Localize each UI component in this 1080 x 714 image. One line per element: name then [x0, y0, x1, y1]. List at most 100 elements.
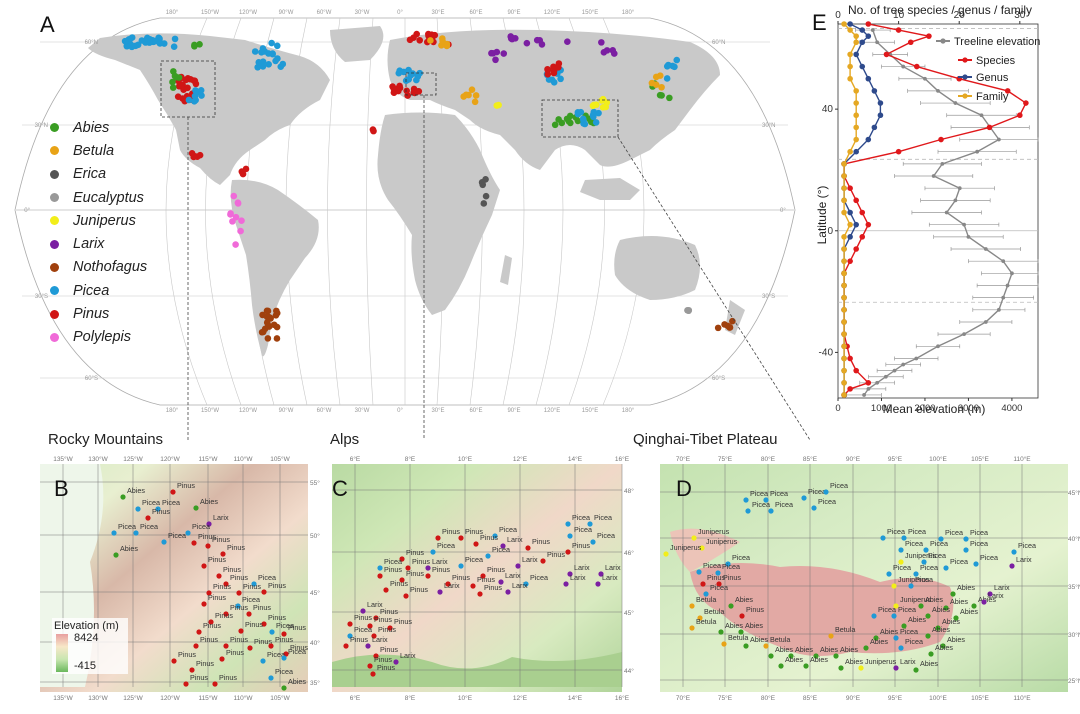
rocky-site-dot — [155, 506, 161, 512]
lon-label-bottom: 150°E — [582, 408, 598, 414]
rocky-site-label: Picea — [267, 650, 285, 659]
alps-site-label: Pinus — [477, 575, 495, 584]
occurrence-dot — [188, 150, 196, 157]
occurrence-dot — [264, 307, 272, 315]
continent-africa — [377, 112, 500, 315]
series-point — [936, 344, 940, 349]
qinghai-site-dot — [728, 603, 734, 609]
lon-label-bottom: 0° — [397, 408, 403, 414]
qinghai-site-dot — [1009, 563, 1015, 569]
occurrence-dot — [227, 211, 234, 218]
alps-site-label: Larix — [602, 573, 618, 582]
qinghai-site-dot — [918, 603, 924, 609]
rocky-site-dot — [283, 651, 289, 657]
alps-lon-label-bottom: 16°E — [615, 694, 630, 702]
series-point — [1005, 283, 1010, 288]
occurrence-dot — [545, 76, 553, 83]
occurrence-dot — [396, 84, 404, 92]
qinghai-site-dot — [838, 665, 844, 671]
occurrence-dot — [259, 63, 267, 70]
rocky-site-dot — [212, 681, 218, 687]
occurrence-dot — [138, 37, 146, 44]
occurrence-dot — [427, 37, 434, 44]
alps-site-dot — [370, 671, 376, 677]
lon-label-top: 120°E — [544, 10, 560, 16]
legend-label: Polylepis — [73, 329, 132, 346]
alps-site-label: Pinus — [484, 583, 502, 592]
alps-site-dot — [377, 565, 383, 571]
qinghai-site-label: Abies — [820, 645, 838, 654]
rocky-site-label: Pinus — [268, 581, 286, 590]
alps-site-label: Larix — [367, 600, 383, 609]
occurrence-dot — [610, 50, 618, 57]
qinghai-site-label: Abies — [908, 615, 926, 624]
occurrence-dot — [581, 120, 589, 128]
series-family — [841, 21, 859, 398]
qinghai-site-label: Picea — [920, 563, 938, 572]
occurrence-dot — [550, 79, 558, 86]
alps-box — [405, 72, 437, 96]
qinghai-site-label: Picea — [898, 605, 916, 614]
occurrence-dot — [603, 47, 611, 54]
series-point — [847, 21, 853, 27]
occurrence-dot — [191, 92, 199, 100]
rocky-site-dot — [183, 681, 189, 687]
occurrence-dot — [261, 325, 269, 333]
legend-marker — [962, 57, 968, 63]
alps-lon-label-top: 8°E — [405, 455, 416, 463]
qinghai-site-dot — [801, 495, 807, 501]
rocky-site-label: Pinus — [200, 635, 218, 644]
series-point — [841, 234, 847, 240]
occurrence-dot — [170, 43, 178, 50]
qinghai-site-label: Abies — [920, 659, 938, 668]
rocky-site-dot — [216, 573, 222, 579]
series-point — [841, 270, 847, 277]
qinghai-lon-label-top: 85°E — [803, 455, 818, 463]
lat-label-right: 60°S — [712, 376, 725, 382]
qinghai-site-label: Juniperus — [898, 575, 930, 584]
panel-letter-c: C — [332, 476, 348, 501]
qinghai-site-dot — [768, 508, 774, 514]
qinghai-site-dot — [700, 581, 706, 587]
occurrence-dot — [196, 40, 203, 48]
occurrence-dot — [264, 335, 272, 342]
rocky-site-label: Pinus — [268, 613, 286, 622]
island-japan — [675, 75, 690, 110]
rocky-site-label: Pinus — [178, 650, 196, 659]
alps-lon-label-bottom: 12°E — [513, 694, 528, 702]
rocky-site-label: Picea — [288, 647, 306, 656]
occurrence-dot — [121, 37, 129, 45]
qinghai-site-label: Larix — [1016, 555, 1032, 564]
qinghai-site-dot — [833, 653, 839, 659]
qinghai-site-dot — [908, 583, 914, 589]
qinghai-site-label: Picea — [930, 539, 948, 548]
legend-label: Abies — [73, 119, 110, 136]
occurrence-dot — [238, 217, 245, 225]
qinghai-site-label: Pinus — [746, 605, 764, 614]
occurrence-dot — [191, 98, 198, 105]
occurrence-dot — [721, 321, 728, 328]
pamir-highland — [670, 528, 740, 572]
rocky-site-label: Picea — [242, 595, 260, 604]
rocky-site-label: Pinus — [288, 623, 306, 632]
alps-site-label: Pinus — [394, 617, 412, 626]
rocky-lon-label-bottom: 115°W — [198, 694, 218, 702]
alps-lat-label: 48°N — [624, 487, 634, 495]
rocky-lon-label-top: 125°W — [123, 455, 143, 463]
chart-top-axis-label: No. of tree species / genus / family — [848, 3, 1032, 17]
qinghai-lon-label-bottom: 100°E — [929, 694, 947, 702]
rocky-site-dot — [205, 543, 211, 549]
qinghai-site-dot — [863, 645, 869, 651]
legend-label: Betula — [73, 142, 115, 159]
qinghai-site-dot — [763, 497, 769, 503]
qinghai-site-dot — [725, 561, 731, 567]
lat-label-right: 30°S — [762, 294, 775, 300]
panel-letter-e: E — [812, 10, 827, 35]
rocky-site-dot — [247, 645, 253, 651]
occurrence-dot — [254, 63, 261, 71]
legend-item: Juniperus — [50, 209, 147, 232]
lon-label-bottom: 90°E — [507, 408, 520, 414]
series-point — [841, 343, 847, 350]
alps-site-dot — [387, 625, 393, 631]
alps-site-label: Larix — [400, 651, 416, 660]
